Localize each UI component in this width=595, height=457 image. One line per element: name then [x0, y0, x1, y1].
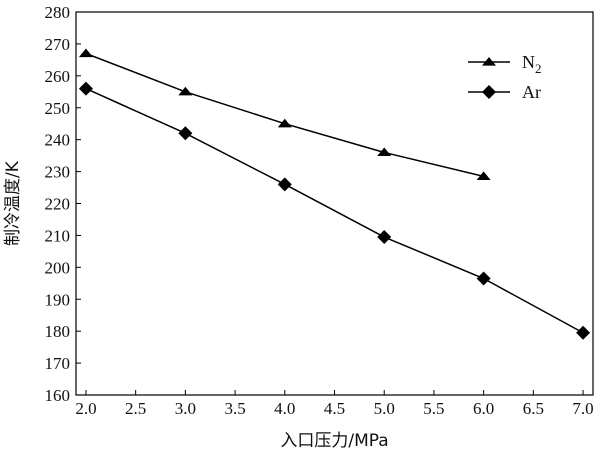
- data-point-triangle: [476, 171, 491, 180]
- y-tick-label: 160: [45, 386, 71, 405]
- y-tick-label: 240: [45, 131, 71, 150]
- y-tick-label: 190: [45, 290, 71, 309]
- x-tick-label: 3.0: [175, 399, 196, 418]
- x-tick-label: 5.5: [423, 399, 444, 418]
- y-tick-label: 250: [45, 99, 71, 118]
- x-axis-ticks: 2.0 2.5 3.0 3.5 4.0 4.5 5.0 5.5 6.0 6.5 7.0: [75, 390, 594, 418]
- x-tick-label: 2.5: [125, 399, 146, 418]
- series-ar: [78, 81, 591, 340]
- y-tick-label: 180: [45, 322, 71, 341]
- series-line: [85, 87, 584, 334]
- x-tick-label: 6.5: [523, 399, 544, 418]
- data-point-diamond: [277, 177, 292, 192]
- legend-marker-diamond: [482, 85, 496, 99]
- legend-label-text: Ar: [522, 82, 541, 102]
- data-point-triangle: [178, 86, 193, 96]
- x-tick-label: 2.0: [75, 399, 96, 418]
- y-tick-label: 210: [45, 226, 71, 245]
- data-point-diamond: [576, 325, 591, 340]
- data-point-triangle: [78, 48, 93, 58]
- y-tick-label: 220: [45, 195, 71, 214]
- y-tick-label: 260: [45, 67, 71, 86]
- y-tick-label: 230: [45, 163, 71, 182]
- data-point-diamond: [377, 230, 392, 245]
- y-tick-label: 270: [45, 35, 71, 54]
- plot-border: [75, 11, 594, 396]
- legend-marker-triangle: [482, 57, 496, 66]
- x-axis-label: 入口压力/MPa: [280, 431, 388, 451]
- x-tick-label: 5.0: [374, 399, 395, 418]
- y-tick-label: 170: [45, 354, 71, 373]
- series-n2: [78, 48, 491, 180]
- data-point-triangle: [277, 118, 292, 128]
- plot-frame: [75, 11, 594, 396]
- x-tick-label: 7.0: [572, 399, 593, 418]
- x-tick-label: 4.0: [274, 399, 295, 418]
- legend-label-subscript: 2: [535, 61, 542, 76]
- legend-label: Ar: [522, 82, 541, 102]
- data-point-diamond: [476, 271, 491, 286]
- series-layer: [78, 48, 591, 340]
- x-tick-label: 6.0: [473, 399, 494, 418]
- y-tick-label: 280: [45, 3, 71, 22]
- legend-label-text: N: [522, 52, 535, 72]
- data-point-diamond: [178, 126, 193, 141]
- data-point-diamond: [78, 81, 93, 96]
- x-tick-label: 3.5: [224, 399, 245, 418]
- legend-label: N2: [522, 52, 542, 76]
- y-tick-label: 200: [45, 258, 71, 277]
- data-point-triangle: [377, 147, 392, 157]
- legend: N2 Ar: [468, 52, 542, 102]
- y-axis-ticks: 160 170 180 190 200 210 220 230 240 250 260 270 280: [45, 3, 81, 405]
- x-tick-label: 4.5: [324, 399, 345, 418]
- y-axis-label: 制冷温度/K: [3, 160, 23, 246]
